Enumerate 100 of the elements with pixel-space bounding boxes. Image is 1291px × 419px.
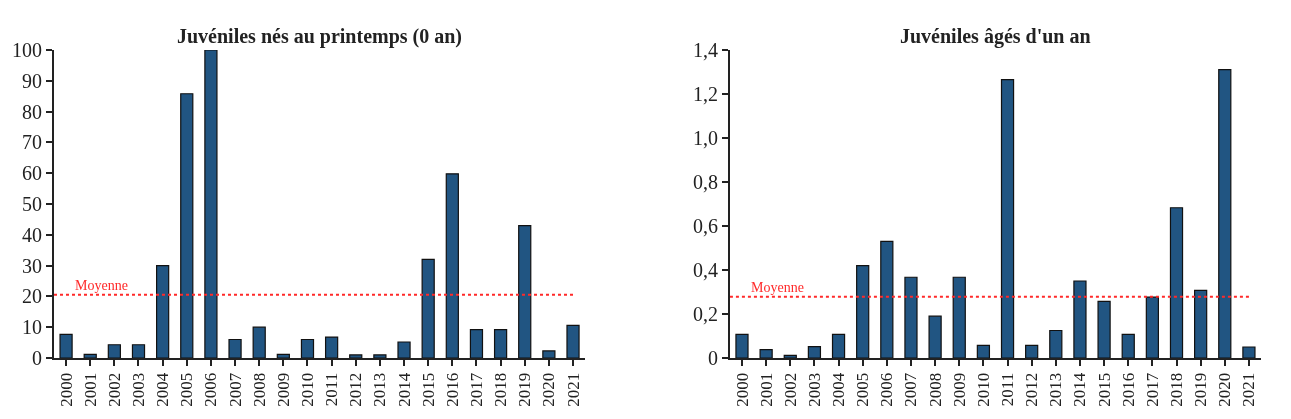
x-tick-label: 2007	[225, 372, 245, 407]
y-tick-label: 1,0	[692, 127, 718, 149]
bar	[324, 336, 339, 358]
bar	[397, 341, 411, 358]
bar	[952, 276, 966, 358]
chart-title: Juvéniles nés au printemps (0 an)	[177, 25, 463, 48]
bar	[1000, 79, 1015, 358]
bar	[1097, 300, 1111, 358]
x-tick-label: 2000	[56, 372, 76, 407]
bar	[856, 265, 870, 358]
bar	[807, 345, 822, 358]
bar	[542, 350, 556, 358]
bar	[783, 354, 797, 358]
bar	[131, 344, 146, 358]
bar	[1218, 68, 1232, 358]
bar	[566, 324, 580, 358]
bar	[1025, 344, 1039, 358]
x-tick-label: 2004	[829, 372, 849, 407]
bar	[300, 338, 315, 358]
x-tick-label: 2005	[853, 372, 873, 407]
y-tick-label: 0,8	[692, 171, 718, 193]
x-tick-label: 2018	[1167, 372, 1187, 407]
bar	[493, 329, 508, 358]
x-tick-label: 2020	[1215, 372, 1235, 407]
x-tick-label: 2012	[346, 372, 366, 407]
bar	[1145, 296, 1159, 358]
x-tick-label: 2003	[804, 372, 824, 407]
ref-line-label: Moyenne	[751, 280, 804, 295]
x-tick-label: 2008	[925, 372, 945, 407]
x-tick-label: 2007	[901, 372, 921, 407]
y-tick-label: 50	[22, 193, 42, 215]
x-tick-label: 2002	[780, 372, 800, 407]
y-tick-label: 40	[22, 223, 42, 246]
x-tick-label: 2016	[1118, 372, 1138, 407]
y-tick-label: 10	[22, 316, 42, 339]
y-tick-label: 80	[22, 100, 42, 123]
y-tick-label: 0	[32, 347, 42, 369]
x-tick-label: 2003	[129, 372, 149, 407]
x-tick-label: 2018	[491, 372, 511, 407]
bar	[1121, 333, 1135, 358]
bar	[976, 344, 991, 358]
bar	[228, 338, 242, 358]
bar	[904, 276, 918, 358]
bar	[880, 240, 894, 358]
x-tick-label: 2004	[153, 372, 173, 407]
bar	[204, 50, 218, 358]
bar	[518, 224, 532, 358]
bar	[421, 258, 435, 358]
bar	[180, 93, 194, 358]
chart-title: Juvéniles âgés d'un an	[900, 25, 1091, 48]
x-tick-label: 2017	[1142, 372, 1162, 407]
y-tick-label: 60	[22, 162, 42, 185]
y-tick-label: 1,2	[692, 83, 718, 105]
x-tick-label: 2016	[442, 372, 462, 407]
x-tick-label: 2014	[1070, 372, 1090, 407]
y-tick-label: 20	[22, 285, 42, 308]
x-tick-label: 2021	[563, 372, 583, 407]
x-tick-label: 2021	[1239, 372, 1259, 407]
x-tick-label: 2006	[877, 372, 897, 407]
ref-line-label: Moyenne	[75, 278, 128, 293]
bar	[1194, 289, 1208, 358]
bar	[1073, 280, 1087, 358]
x-tick-label: 2019	[1191, 372, 1211, 407]
bar	[156, 265, 170, 358]
x-tick-label: 2011	[998, 372, 1018, 407]
y-tick-label: 0,2	[692, 303, 718, 325]
x-tick-label: 2015	[418, 372, 438, 407]
x-tick-label: 2010	[973, 372, 993, 407]
bar	[831, 333, 846, 358]
bar	[59, 333, 73, 358]
x-tick-label: 2020	[539, 372, 559, 407]
bar	[349, 354, 363, 358]
bar	[107, 344, 121, 358]
bar	[469, 329, 484, 358]
x-tick-label: 2013	[370, 372, 390, 407]
bar	[83, 353, 97, 358]
bar	[1242, 346, 1256, 358]
y-tick-label: 0,4	[692, 259, 718, 281]
x-tick-label: 2015	[1094, 372, 1114, 407]
y-tick-label: 100	[12, 39, 42, 61]
bar	[276, 353, 290, 358]
x-tick-label: 2017	[466, 372, 486, 407]
bar	[252, 326, 266, 358]
bar	[735, 333, 749, 358]
x-tick-label: 2005	[177, 372, 197, 407]
x-tick-label: 2011	[322, 372, 342, 407]
bar	[445, 173, 459, 358]
x-tick-label: 2012	[1022, 372, 1042, 407]
x-tick-label: 2009	[949, 372, 969, 407]
x-tick-label: 2010	[297, 372, 317, 407]
x-tick-label: 2001	[756, 372, 776, 407]
x-tick-label: 2013	[1046, 372, 1066, 407]
x-tick-label: 2009	[273, 372, 293, 407]
x-tick-label: 2000	[732, 372, 752, 407]
x-tick-label: 2001	[80, 372, 100, 407]
y-tick-label: 70	[22, 131, 42, 154]
y-tick-label: 30	[22, 254, 42, 277]
x-tick-label: 2019	[515, 372, 535, 407]
bar	[928, 315, 942, 358]
x-tick-label: 2008	[249, 372, 269, 407]
